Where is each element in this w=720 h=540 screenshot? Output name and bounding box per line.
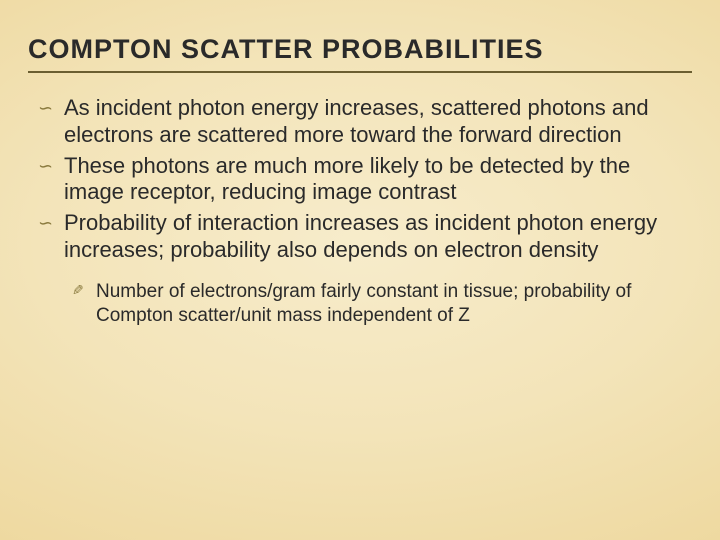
bullet-text: As incident photon energy increases, sca… bbox=[64, 95, 649, 147]
slide-title: COMPTON SCATTER PROBABILITIES bbox=[28, 34, 692, 65]
list-item: As incident photon energy increases, sca… bbox=[38, 95, 692, 149]
bullet-list: As incident photon energy increases, sca… bbox=[28, 95, 692, 264]
bullet-text: Probability of interaction increases as … bbox=[64, 210, 657, 262]
slide: COMPTON SCATTER PROBABILITIES As inciden… bbox=[0, 0, 720, 540]
bullet-text: These photons are much more likely to be… bbox=[64, 153, 630, 205]
list-item: Number of electrons/gram fairly constant… bbox=[72, 280, 692, 328]
list-item: Probability of interaction increases as … bbox=[38, 210, 692, 264]
sub-bullet-list: Number of electrons/gram fairly constant… bbox=[28, 280, 692, 328]
list-item: These photons are much more likely to be… bbox=[38, 153, 692, 207]
sub-bullet-text: Number of electrons/gram fairly constant… bbox=[96, 281, 631, 326]
title-rule bbox=[28, 71, 692, 73]
